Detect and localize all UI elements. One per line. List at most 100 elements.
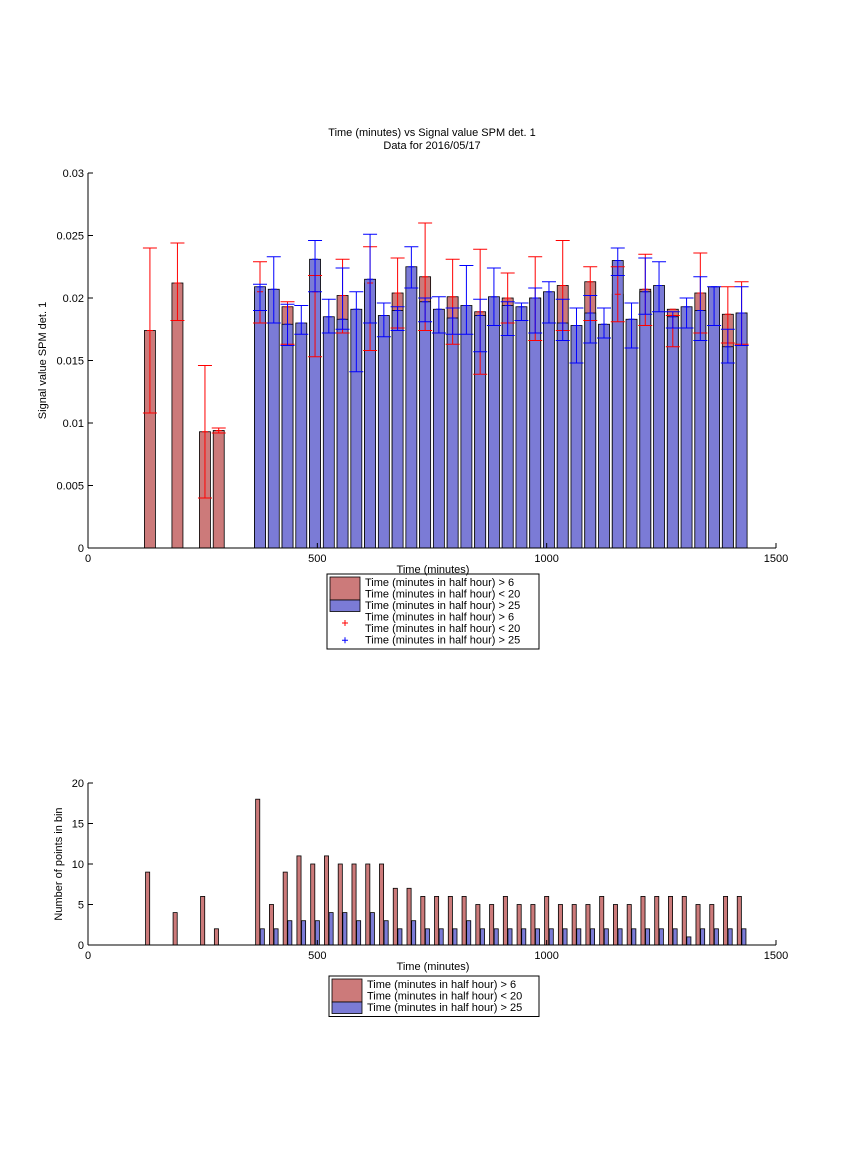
error-bar-series2 xyxy=(390,306,405,331)
bar-series2 xyxy=(501,305,514,549)
x-tick-label: 1500 xyxy=(764,950,788,962)
error-bar-series2 xyxy=(363,233,378,324)
error-bar-series2 xyxy=(445,307,460,335)
bar-series2 xyxy=(267,288,280,549)
bar-series1 xyxy=(282,871,288,946)
bar-series1 xyxy=(599,896,605,946)
bar-series2 xyxy=(645,928,651,946)
legend-box xyxy=(328,975,540,1017)
bar-series1 xyxy=(557,904,563,946)
bar-series1 xyxy=(502,896,508,946)
bar-series1 xyxy=(255,798,261,946)
bar-series1 xyxy=(723,896,729,946)
bar-series1 xyxy=(654,896,660,946)
bar-series2 xyxy=(700,928,706,946)
error-bar-series2 xyxy=(638,257,653,315)
chart-2: Time (minutes in half hour) > 6 Time (min… xyxy=(87,782,777,1017)
bar-series2 xyxy=(713,928,719,946)
bar-series2 xyxy=(273,928,279,946)
bar-series2 xyxy=(576,928,582,946)
error-bar-series2 xyxy=(459,265,474,335)
bar-series1 xyxy=(681,896,687,946)
y-tick-label: 0.025 xyxy=(56,231,84,243)
bar-series1 xyxy=(269,904,274,946)
bar-series2 xyxy=(590,928,595,946)
error-bar-series2 xyxy=(266,256,281,324)
bar-series2 xyxy=(322,316,335,549)
bar-series1 xyxy=(461,896,467,946)
error-bar-series2 xyxy=(280,303,295,346)
legend-label: Time (minutes in half hour) > 6 Time (min… xyxy=(367,979,522,1003)
bar-series2 xyxy=(721,346,734,549)
bar-series1 xyxy=(379,863,385,946)
x-axis-label: Time (minutes) xyxy=(397,961,470,973)
bar-series2 xyxy=(254,286,266,549)
bar-series1 xyxy=(613,904,618,946)
x-tick-label: 1500 xyxy=(764,553,788,565)
x-tick-label: 1000 xyxy=(534,553,558,565)
error-bar-series2 xyxy=(500,301,515,336)
x-axis-label: Time (minutes) xyxy=(397,564,470,576)
bar-series1 xyxy=(475,904,481,946)
bar-series2 xyxy=(598,323,610,549)
bar-series2 xyxy=(694,310,707,549)
error-bar-series2 xyxy=(473,298,488,353)
legend-swatch xyxy=(329,576,361,601)
bar-series2 xyxy=(336,318,349,549)
error-bar-series2 xyxy=(349,291,364,373)
bar-series2 xyxy=(488,296,500,549)
bar-series1 xyxy=(365,863,371,946)
error-bar-series2 xyxy=(253,283,267,311)
bar-series2 xyxy=(301,920,307,946)
bar-series1 xyxy=(640,896,646,946)
bar-series2 xyxy=(686,936,692,946)
error-bar-series2 xyxy=(583,295,598,344)
y-tick-label: 0.02 xyxy=(63,293,84,305)
bar-series1 xyxy=(392,887,398,946)
bar-series2 xyxy=(507,928,513,946)
bar-series2 xyxy=(460,305,473,549)
bar-series2 xyxy=(735,312,748,549)
error-bar-series2 xyxy=(431,296,446,334)
legend-swatch xyxy=(329,599,361,612)
y-tick-label: 0.01 xyxy=(63,418,84,430)
bar-series2 xyxy=(625,318,638,549)
bar-series1 xyxy=(709,904,715,946)
bar-series2 xyxy=(672,928,678,946)
x-tick-label: 500 xyxy=(308,553,326,565)
bar-series1 xyxy=(668,896,673,946)
bar-series1 xyxy=(544,896,550,946)
chart-subtitle: Data for 2016/05/17 xyxy=(383,140,480,152)
legend-swatch xyxy=(331,978,363,1003)
bar-series1 xyxy=(530,904,536,946)
bar-series2 xyxy=(741,928,747,946)
bar-series2 xyxy=(295,322,308,549)
error-bar-series1 xyxy=(197,365,212,499)
y-tick-label: 0.03 xyxy=(63,168,84,180)
error-bar-series2 xyxy=(308,240,323,293)
legend-marker xyxy=(342,620,348,626)
bar-series1 xyxy=(736,896,742,946)
bar-series2 xyxy=(603,928,609,946)
y-tick-label: 5 xyxy=(78,900,84,912)
bar-series2 xyxy=(356,920,362,946)
bar-series2 xyxy=(562,928,568,946)
bar-series2 xyxy=(328,912,334,946)
error-bar-series2 xyxy=(597,307,611,339)
bar-series2 xyxy=(369,912,375,946)
bar-series1 xyxy=(172,912,178,946)
error-bar-series1 xyxy=(170,242,185,321)
bar-series2 xyxy=(281,323,294,549)
bar-series2 xyxy=(535,928,540,946)
bar-series2 xyxy=(631,928,637,946)
bar-series1 xyxy=(571,904,577,946)
bar-series1 xyxy=(200,896,206,946)
y-axis-label: Number of points in bin xyxy=(53,807,65,920)
bar-series1 xyxy=(324,855,329,946)
bar-series1 xyxy=(213,928,219,946)
error-bar-series2 xyxy=(693,276,708,341)
error-bar-series2 xyxy=(555,298,570,341)
error-bar-series2 xyxy=(734,286,749,346)
bar-series1 xyxy=(585,904,591,946)
bar-series2 xyxy=(666,316,679,549)
